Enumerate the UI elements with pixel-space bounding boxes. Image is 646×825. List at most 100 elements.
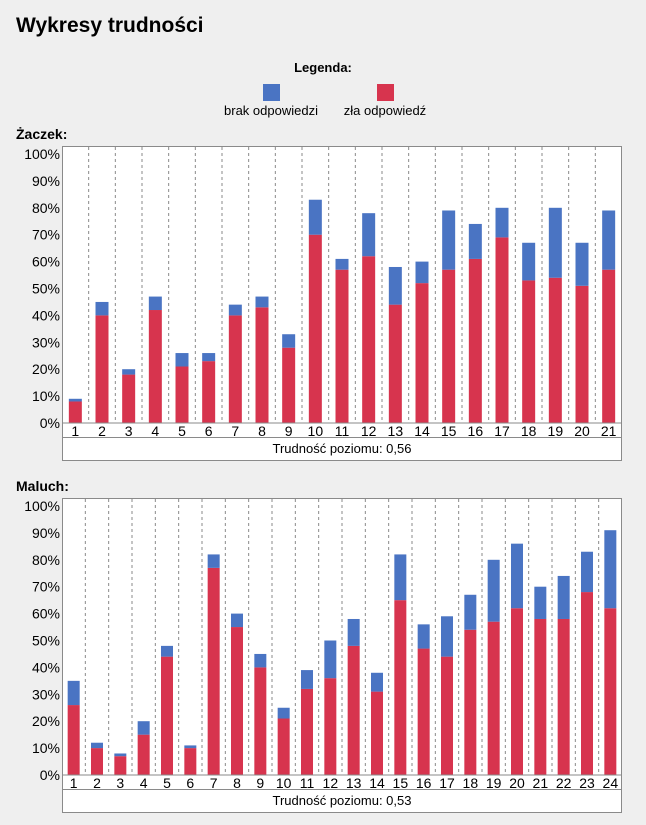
bar-segment-no-answer bbox=[534, 586, 547, 619]
bar-segment-wrong-answer bbox=[68, 401, 82, 423]
x-tick-label: 13 bbox=[388, 423, 404, 439]
x-tick-label: 21 bbox=[601, 423, 617, 439]
bar-segment-no-answer bbox=[417, 624, 430, 649]
x-tick-label: 3 bbox=[116, 775, 124, 791]
y-tick-label: 10% bbox=[32, 740, 60, 756]
legend-item-no-answer: brak odpowiedzi bbox=[211, 84, 331, 118]
bar-segment-wrong-answer bbox=[91, 748, 103, 775]
bar-segment-wrong-answer bbox=[495, 237, 509, 423]
x-tick-label: 1 bbox=[71, 423, 79, 439]
y-tick-label: 80% bbox=[32, 200, 60, 216]
x-tick-label: 2 bbox=[98, 423, 106, 439]
legend-swatch-red bbox=[376, 84, 394, 101]
bar-segment-no-answer bbox=[415, 261, 429, 284]
bar-segment-no-answer bbox=[548, 207, 562, 278]
bar-segment-no-answer bbox=[207, 554, 220, 568]
chart-maluch-caption: Trudność poziomu: 0,53 bbox=[62, 790, 622, 813]
bar-segment-no-answer bbox=[371, 672, 383, 692]
y-tick-label: 30% bbox=[32, 686, 60, 702]
bar-segment-no-answer bbox=[148, 296, 162, 311]
page-title: Wykresy trudności bbox=[16, 14, 204, 37]
x-tick-label: 14 bbox=[369, 775, 385, 791]
y-tick-label: 70% bbox=[32, 227, 60, 243]
x-tick-label: 15 bbox=[441, 423, 457, 439]
bar-segment-wrong-answer bbox=[388, 304, 402, 423]
legend-label-wrong-answer: zła odpowiedź bbox=[343, 103, 427, 118]
legend-label-no-answer: brak odpowiedzi bbox=[224, 103, 318, 118]
bar-segment-no-answer bbox=[581, 551, 593, 593]
bar-segment-no-answer bbox=[175, 353, 189, 367]
bar-segment-wrong-answer bbox=[371, 691, 383, 775]
bar-segment-wrong-answer bbox=[464, 629, 477, 775]
y-tick-label: 0% bbox=[40, 415, 60, 431]
bar-segment-wrong-answer bbox=[67, 705, 80, 775]
bar-segment-wrong-answer bbox=[308, 234, 322, 423]
y-tick-label: 40% bbox=[32, 307, 60, 323]
bar-segment-wrong-answer bbox=[362, 256, 376, 423]
x-tick-label: 9 bbox=[285, 423, 293, 439]
x-tick-label: 15 bbox=[393, 775, 409, 791]
y-tick-label: 30% bbox=[32, 334, 60, 350]
bar-segment-wrong-answer bbox=[581, 592, 593, 775]
bar-segment-wrong-answer bbox=[122, 374, 136, 423]
bar-segment-no-answer bbox=[228, 304, 242, 316]
bar-segment-wrong-answer bbox=[301, 688, 313, 775]
y-tick-label: 90% bbox=[32, 173, 60, 189]
bar-segment-no-answer bbox=[161, 645, 173, 657]
legend-title: Legenda: bbox=[294, 60, 352, 75]
bar-segment-wrong-answer bbox=[228, 315, 242, 423]
bar-segment-wrong-answer bbox=[602, 269, 616, 423]
bar-segment-no-answer bbox=[347, 618, 360, 646]
x-tick-label: 16 bbox=[416, 775, 432, 791]
y-tick-label: 70% bbox=[32, 579, 60, 595]
bar-segment-no-answer bbox=[468, 223, 482, 259]
x-tick-label: 12 bbox=[323, 775, 339, 791]
x-tick-label: 18 bbox=[521, 423, 537, 439]
bar-segment-no-answer bbox=[511, 543, 523, 609]
bar-segment-no-answer bbox=[487, 559, 500, 622]
y-tick-label: 50% bbox=[32, 633, 60, 649]
bar-segment-wrong-answer bbox=[604, 608, 617, 775]
x-tick-label: 5 bbox=[178, 423, 186, 439]
bar-segment-wrong-answer bbox=[534, 618, 547, 775]
bar-segment-wrong-answer bbox=[441, 656, 453, 775]
y-tick-label: 0% bbox=[40, 767, 60, 783]
bar-segment-no-answer bbox=[604, 530, 617, 609]
x-tick-label: 20 bbox=[574, 423, 590, 439]
bar-segment-no-answer bbox=[301, 670, 313, 689]
bar-segment-no-answer bbox=[277, 707, 290, 719]
x-tick-label: 16 bbox=[468, 423, 484, 439]
bar-segment-wrong-answer bbox=[207, 567, 220, 775]
bar-segment-no-answer bbox=[67, 680, 80, 706]
bar-segment-no-answer bbox=[324, 640, 337, 679]
bar-segment-wrong-answer bbox=[277, 718, 290, 775]
x-tick-label: 4 bbox=[151, 423, 159, 439]
bar-segment-wrong-answer bbox=[282, 347, 296, 423]
x-tick-label: 17 bbox=[439, 775, 455, 791]
bar-segment-no-answer bbox=[95, 301, 109, 316]
chart-maluch: 0%10%20%30%40%50%60%70%80%90%100%1 2 3 4 5 6 7… bbox=[24, 498, 622, 791]
y-tick-label: 80% bbox=[32, 552, 60, 568]
bar-segment-no-answer bbox=[335, 258, 349, 270]
bar-segment-wrong-answer bbox=[255, 307, 269, 423]
x-tick-label: 2 bbox=[93, 775, 101, 791]
bar-segment-no-answer bbox=[122, 369, 136, 375]
x-tick-label: 14 bbox=[414, 423, 430, 439]
legend-swatch-blue bbox=[262, 84, 280, 101]
x-tick-label: 9 bbox=[256, 775, 264, 791]
bar-segment-no-answer bbox=[184, 745, 197, 749]
x-tick-label: 8 bbox=[258, 423, 266, 439]
bar-segment-no-answer bbox=[557, 575, 570, 619]
y-tick-label: 100% bbox=[24, 498, 60, 514]
x-tick-label: 11 bbox=[300, 775, 315, 791]
x-tick-label: 13 bbox=[346, 775, 362, 791]
bar-segment-no-answer bbox=[522, 242, 536, 281]
section-label-zaczek: Żaczek: bbox=[16, 126, 68, 142]
x-tick-label: 6 bbox=[205, 423, 213, 439]
bar-segment-wrong-answer bbox=[324, 678, 337, 775]
y-tick-label: 10% bbox=[32, 388, 60, 404]
x-tick-label: 3 bbox=[125, 423, 133, 439]
bar-segment-no-answer bbox=[388, 266, 402, 305]
bar-segment-no-answer bbox=[231, 613, 243, 628]
